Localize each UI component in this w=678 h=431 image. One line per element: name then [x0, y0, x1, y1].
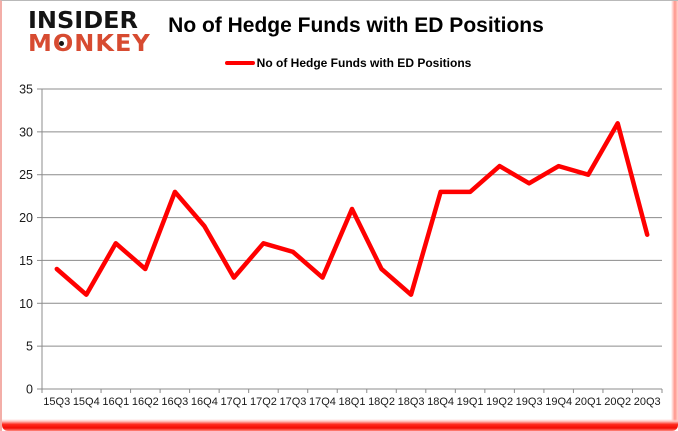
y-tick-label: 30 — [19, 125, 33, 139]
legend-label: No of Hedge Funds with ED Positions — [256, 56, 472, 70]
insider-monkey-logo: INSIDER MONKEY — [28, 7, 151, 57]
y-tick-label: 10 — [19, 297, 33, 311]
x-tick-label: 19Q3 — [516, 396, 543, 408]
x-tick-label: 15Q4 — [73, 396, 100, 408]
x-tick-label: 20Q2 — [604, 396, 631, 408]
y-tick-label: 15 — [19, 254, 33, 268]
chart-title: No of Hedge Funds with ED Positions — [168, 14, 544, 37]
x-tick-label: 16Q2 — [132, 396, 159, 408]
x-tick-label: 17Q3 — [279, 396, 306, 408]
x-tick-label: 19Q4 — [545, 396, 572, 408]
x-tick-label: 16Q1 — [102, 396, 129, 408]
series-line — [54, 121, 650, 297]
x-tick-label: 17Q2 — [250, 396, 277, 408]
x-tick-label: 18Q2 — [368, 396, 395, 408]
x-tick-label: 17Q1 — [220, 396, 247, 408]
x-tick-label: 20Q3 — [634, 396, 661, 408]
y-tick-label: 25 — [19, 168, 33, 182]
x-tick-label: 15Q3 — [43, 396, 70, 408]
x-tick-label: 16Q3 — [161, 396, 188, 408]
x-tick-label: 19Q1 — [457, 396, 484, 408]
logo-text-monkey: MONKEY — [28, 30, 151, 57]
y-tick-label: 35 — [19, 83, 33, 97]
y-tick-label: 20 — [19, 211, 33, 225]
logo-text-insider: INSIDER — [28, 7, 139, 34]
x-tick-label: 20Q1 — [575, 396, 602, 408]
x-tick-label: 19Q2 — [486, 396, 513, 408]
x-tick-label: 18Q3 — [398, 396, 425, 408]
x-tick-label: 18Q4 — [427, 396, 454, 408]
x-tick-label: 17Q4 — [309, 396, 336, 408]
legend: No of Hedge Funds with ED Positions — [18, 56, 678, 70]
y-tick-label: 5 — [26, 340, 33, 354]
y-tick-label: 0 — [26, 383, 33, 397]
monkey-eye-icon — [59, 41, 64, 46]
x-tick-label: 18Q1 — [339, 396, 366, 408]
x-tick-label: 16Q4 — [191, 396, 218, 408]
legend-line-swatch — [224, 61, 255, 65]
